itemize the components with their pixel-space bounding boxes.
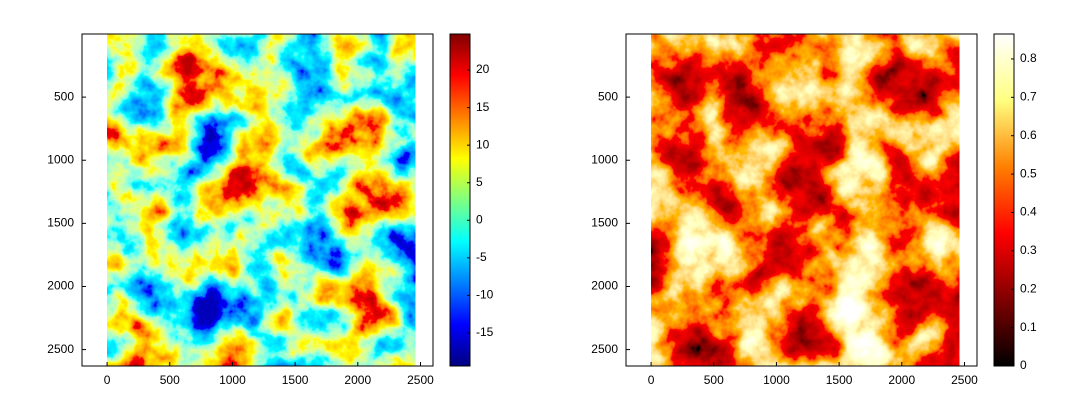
colorbar-tick-label: 0.3 [1020, 243, 1037, 257]
y-tick-label: 1000 [591, 152, 618, 166]
x-tick-label: 2500 [951, 373, 978, 387]
y-tick-label: 500 [54, 89, 74, 103]
colorbar-tick-label: 0.1 [1020, 320, 1037, 334]
colorbar-tick-label: -10 [476, 288, 494, 302]
x-tick-label: 1500 [282, 373, 309, 387]
heatmap-image [107, 34, 416, 366]
colorbar-tick-label: 0.4 [1020, 205, 1037, 219]
colorbar-tick-label: -5 [476, 250, 487, 264]
x-tick-label: 1500 [826, 373, 853, 387]
colorbar-tick-label: 0.2 [1020, 281, 1037, 295]
x-tick-label: 0 [648, 373, 655, 387]
x-tick-label: 2000 [888, 373, 915, 387]
colorbar-tick-label: 0 [476, 212, 483, 226]
axes-frame [625, 33, 978, 367]
colorbar-tick-label: 15 [476, 100, 490, 114]
y-tick-label: 500 [598, 89, 618, 103]
x-tick-label: 2500 [407, 373, 434, 387]
colorbar-tick-label: 0.6 [1020, 128, 1037, 142]
x-tick-label: 1000 [219, 373, 246, 387]
colorbar-tick-label: 0.8 [1020, 51, 1037, 65]
colorbar-tick-label: 20 [476, 62, 490, 76]
heatmap-image [651, 34, 960, 366]
y-tick-label: 1500 [47, 216, 74, 230]
y-tick-label: 1500 [591, 216, 618, 230]
y-tick-label: 2000 [591, 279, 618, 293]
x-tick-label: 0 [104, 373, 111, 387]
y-tick-label: 2500 [47, 342, 74, 356]
x-tick-label: 500 [160, 373, 180, 387]
colorbar-tick-label: 0 [1020, 358, 1027, 372]
y-tick-label: 2500 [591, 342, 618, 356]
colorbar [449, 33, 471, 367]
x-tick-label: 1000 [763, 373, 790, 387]
axes-frame [81, 33, 434, 367]
x-tick-label: 500 [704, 373, 724, 387]
x-tick-label: 2000 [344, 373, 371, 387]
colorbar-tick-label: 0.7 [1020, 90, 1037, 104]
y-tick-label: 2000 [47, 279, 74, 293]
colorbar [993, 33, 1015, 367]
colorbar-tick-label: 5 [476, 175, 483, 189]
y-tick-label: 1000 [47, 152, 74, 166]
colorbar-tick-label: -15 [476, 325, 494, 339]
colorbar-tick-label: 0.5 [1020, 166, 1037, 180]
colorbar-tick-label: 10 [476, 137, 490, 151]
